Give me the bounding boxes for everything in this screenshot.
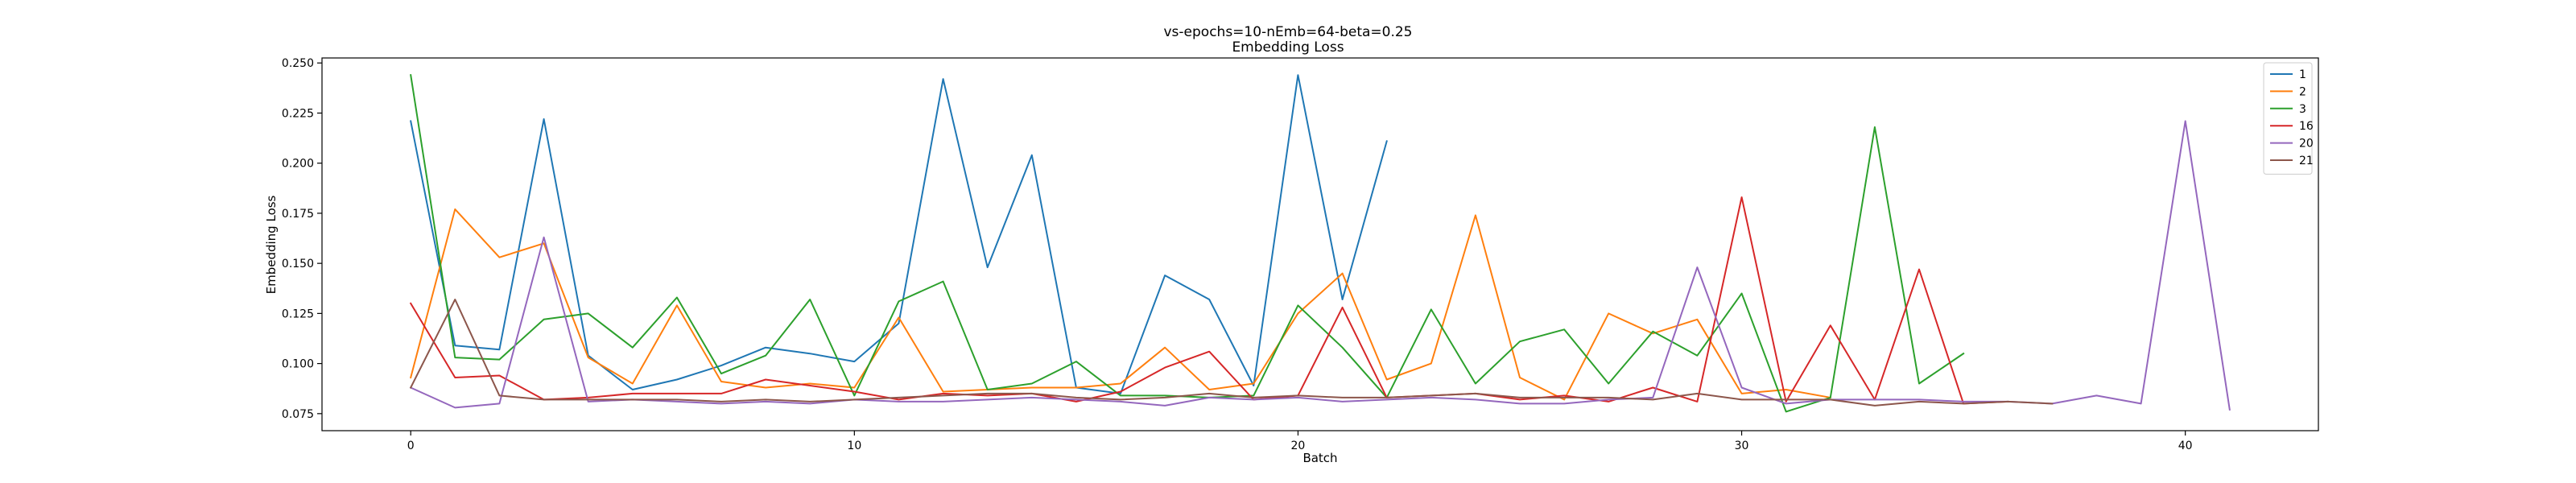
legend: 1 2 3 16 20 21	[2263, 62, 2314, 175]
plot-frame	[321, 57, 2319, 431]
x-tick-label: 0	[407, 440, 415, 452]
y-tick-label: 0.125	[282, 308, 314, 320]
x-tick-label: 10	[847, 440, 861, 452]
y-tick-label: 0.150	[282, 258, 314, 270]
y-tick-label: 0.225	[282, 107, 314, 120]
x-tick-label: 30	[1735, 440, 1749, 452]
chart-title: vs-epochs=10-nEmb=64-beta=0.25	[1164, 24, 1413, 40]
legend-label-20: 20	[2299, 138, 2314, 151]
series-line-2	[409, 208, 1831, 401]
legend-label-2: 2	[2299, 85, 2306, 98]
series-line-1	[410, 74, 1388, 394]
series-line-21	[409, 299, 2054, 407]
series-layer	[409, 74, 2231, 413]
x-tick-label: 20	[1291, 440, 1306, 452]
x-axis-label: Batch	[1302, 451, 1337, 465]
y-axis-label: Embedding Loss	[264, 195, 279, 294]
y-tick-label: 0.200	[282, 158, 314, 171]
series-line-16	[409, 196, 2009, 405]
y-tick-label: 0.100	[282, 358, 314, 371]
plot-background	[322, 58, 2318, 431]
y-tick-label: 0.075	[282, 408, 314, 421]
y-tick-label: 0.250	[282, 57, 314, 70]
series-line-3	[410, 74, 1965, 413]
legend-label-16: 16	[2299, 120, 2314, 133]
legend-label-3: 3	[2299, 103, 2306, 116]
chart-subtitle: Embedding Loss	[1232, 39, 1344, 56]
x-tick-label: 40	[2178, 440, 2193, 452]
series-line-20	[409, 120, 2231, 411]
axes-layer: 0 10 20 30 40 0.075 0.100 0.125 0.150 0.175 0.200 0…	[282, 57, 2319, 452]
legend-label-1: 1	[2299, 68, 2306, 81]
plot-area	[322, 58, 2318, 431]
legend-label-21: 21	[2299, 155, 2314, 167]
y-tick-label: 0.175	[282, 208, 314, 221]
